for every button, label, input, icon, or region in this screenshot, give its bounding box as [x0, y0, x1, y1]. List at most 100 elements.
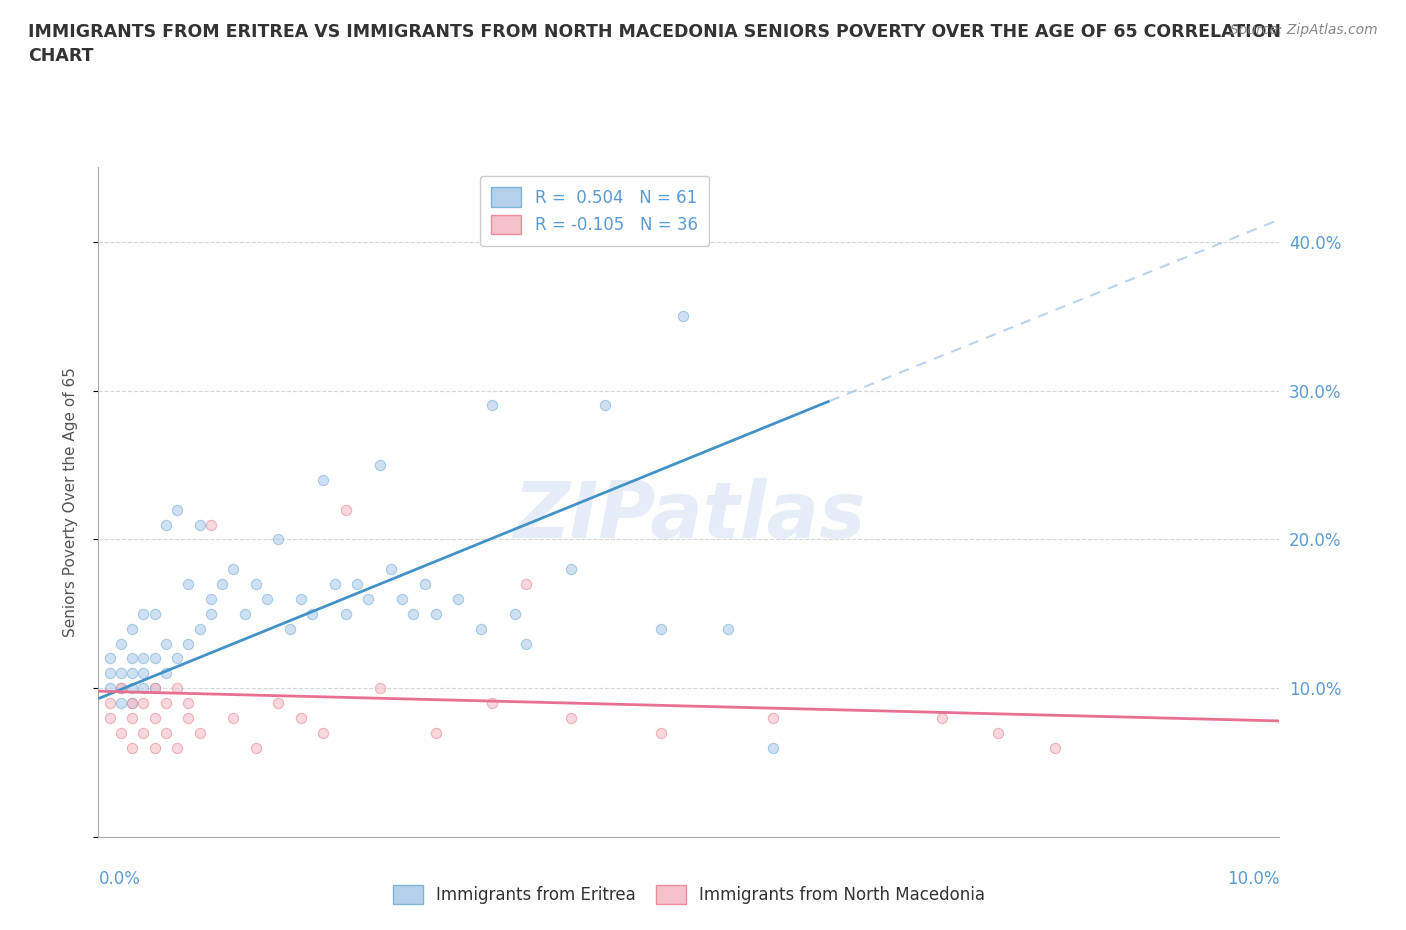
Point	[110, 725, 132, 740]
Point	[143, 651, 166, 666]
Point	[110, 696, 132, 711]
Point	[357, 591, 380, 606]
Point	[987, 725, 1010, 740]
Point	[650, 621, 672, 636]
Point	[335, 606, 357, 621]
Point	[166, 651, 188, 666]
Point	[560, 711, 582, 725]
Point	[121, 651, 143, 666]
Text: 0.0%: 0.0%	[98, 870, 141, 887]
Point	[402, 606, 425, 621]
Point	[560, 562, 582, 577]
Point	[256, 591, 278, 606]
Text: IMMIGRANTS FROM ERITREA VS IMMIGRANTS FROM NORTH MACEDONIA SENIORS POVERTY OVER : IMMIGRANTS FROM ERITREA VS IMMIGRANTS FR…	[28, 23, 1281, 65]
Point	[425, 725, 447, 740]
Point	[481, 398, 503, 413]
Point	[110, 681, 132, 696]
Point	[312, 472, 335, 487]
Point	[98, 711, 121, 725]
Point	[346, 577, 368, 591]
Point	[301, 606, 323, 621]
Point	[447, 591, 470, 606]
Point	[335, 502, 357, 517]
Point	[98, 696, 121, 711]
Point	[121, 696, 143, 711]
Point	[931, 711, 953, 725]
Legend: Immigrants from Eritrea, Immigrants from North Macedonia: Immigrants from Eritrea, Immigrants from…	[381, 873, 997, 916]
Point	[413, 577, 436, 591]
Point	[188, 725, 211, 740]
Point	[121, 696, 143, 711]
Point	[155, 666, 177, 681]
Point	[166, 681, 188, 696]
Point	[121, 711, 143, 725]
Point	[121, 621, 143, 636]
Point	[155, 517, 177, 532]
Point	[121, 740, 143, 755]
Point	[110, 636, 132, 651]
Point	[267, 532, 290, 547]
Point	[368, 681, 391, 696]
Point	[323, 577, 346, 591]
Point	[290, 711, 312, 725]
Point	[717, 621, 740, 636]
Point	[200, 517, 222, 532]
Point	[380, 562, 402, 577]
Point	[155, 725, 177, 740]
Point	[143, 681, 166, 696]
Point	[245, 740, 267, 755]
Point	[593, 398, 616, 413]
Point	[132, 666, 155, 681]
Point	[1043, 740, 1066, 755]
Point	[503, 606, 526, 621]
Point	[143, 711, 166, 725]
Point	[155, 696, 177, 711]
Point	[143, 681, 166, 696]
Point	[481, 696, 503, 711]
Point	[188, 621, 211, 636]
Point	[515, 636, 537, 651]
Point	[515, 577, 537, 591]
Text: ZIPatlas: ZIPatlas	[513, 478, 865, 553]
Text: Source: ZipAtlas.com: Source: ZipAtlas.com	[1230, 23, 1378, 37]
Point	[233, 606, 256, 621]
Point	[245, 577, 267, 591]
Point	[121, 681, 143, 696]
Point	[177, 696, 200, 711]
Point	[391, 591, 413, 606]
Point	[177, 711, 200, 725]
Point	[222, 711, 245, 725]
Point	[425, 606, 447, 621]
Point	[650, 725, 672, 740]
Point	[762, 740, 785, 755]
Point	[132, 696, 155, 711]
Point	[278, 621, 301, 636]
Point	[188, 517, 211, 532]
Point	[290, 591, 312, 606]
Point	[368, 458, 391, 472]
Point	[98, 666, 121, 681]
Point	[267, 696, 290, 711]
Point	[200, 591, 222, 606]
Point	[110, 666, 132, 681]
Point	[177, 636, 200, 651]
Point	[155, 636, 177, 651]
Point	[110, 681, 132, 696]
Point	[132, 725, 155, 740]
Point	[132, 681, 155, 696]
Point	[762, 711, 785, 725]
Point	[98, 651, 121, 666]
Point	[143, 606, 166, 621]
Point	[200, 606, 222, 621]
Point	[222, 562, 245, 577]
Point	[121, 666, 143, 681]
Point	[132, 651, 155, 666]
Point	[132, 606, 155, 621]
Y-axis label: Seniors Poverty Over the Age of 65: Seniors Poverty Over the Age of 65	[63, 367, 77, 637]
Point	[98, 681, 121, 696]
Point	[177, 577, 200, 591]
Point	[166, 740, 188, 755]
Text: 10.0%: 10.0%	[1227, 870, 1279, 887]
Point	[166, 502, 188, 517]
Point	[312, 725, 335, 740]
